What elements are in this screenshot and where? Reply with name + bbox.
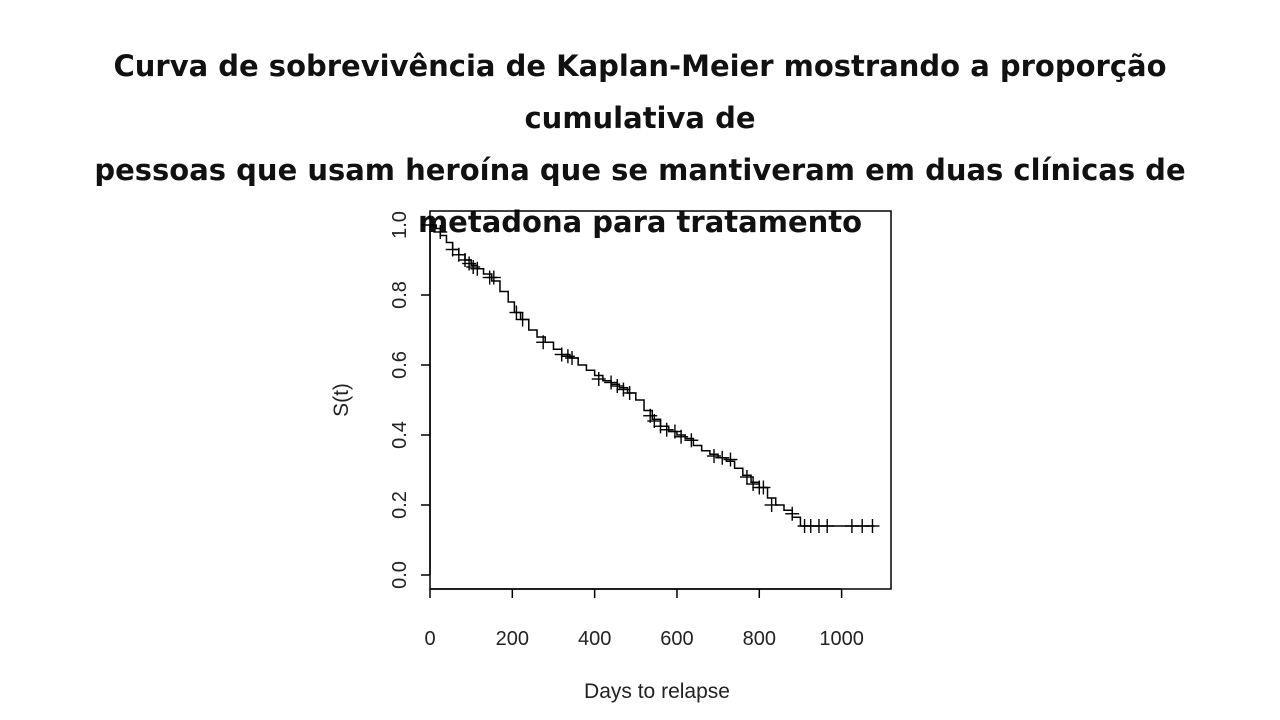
x-axis: 0 200 400 600 800 1000 (424, 588, 864, 650)
censor-mark (466, 260, 481, 274)
censor-mark (653, 419, 668, 434)
censor-mark (509, 305, 524, 320)
censor-mark (536, 335, 551, 350)
x-tick-label: 0 (424, 628, 435, 650)
censor-mark (554, 347, 569, 362)
censor-mark (739, 470, 754, 484)
y-axis-label: S(t) (330, 383, 353, 417)
y-tick-label: 0.2 (389, 491, 411, 519)
censor-mark (684, 433, 699, 448)
censor-mark (470, 261, 485, 276)
censor-mark (865, 519, 880, 533)
censor-mark (764, 498, 779, 512)
censor-mark (707, 449, 722, 463)
y-tick-label: 0.0 (389, 561, 411, 589)
censor-mark (659, 422, 674, 437)
y-tick-label: 1.0 (389, 211, 411, 239)
x-tick-label: 400 (578, 628, 611, 650)
x-tick-label: 800 (743, 628, 776, 650)
censor-mark (723, 452, 738, 467)
y-axis: 0.0 0.2 0.4 0.6 0.8 1.0 (389, 211, 431, 589)
censor-mark (610, 379, 625, 393)
censor-mark (715, 450, 730, 465)
censor-mark (785, 506, 800, 521)
censor-mark (604, 375, 619, 390)
title-line-1: Curva de sobrevivência de Kaplan-Meier m… (113, 49, 1167, 135)
censor-mark (622, 386, 637, 400)
x-tick-label: 1000 (819, 628, 864, 650)
censor-mark (433, 225, 448, 239)
x-tick-label: 600 (660, 628, 693, 650)
censor-mark (486, 270, 501, 285)
censor-mark (515, 312, 530, 327)
x-axis-label: Days to relapse (584, 680, 730, 703)
y-tick-label: 0.6 (389, 351, 411, 379)
y-tick-label: 0.8 (389, 281, 411, 309)
censor-mark (756, 480, 771, 495)
censor-mark (674, 429, 689, 444)
censor-mark (820, 519, 835, 533)
censor-mark (616, 382, 631, 397)
censor-mark (591, 372, 606, 386)
censor-marks (433, 225, 880, 533)
y-tick-label: 0.4 (389, 421, 411, 449)
plot-frame (429, 210, 892, 590)
title-line-2: pessoas que usam heroína que se mantiver… (94, 153, 1186, 187)
censor-mark (565, 351, 580, 365)
survival-curve (430, 224, 875, 527)
censor-mark (560, 349, 575, 364)
censor-mark (746, 477, 761, 491)
x-tick-label: 200 (496, 628, 529, 650)
